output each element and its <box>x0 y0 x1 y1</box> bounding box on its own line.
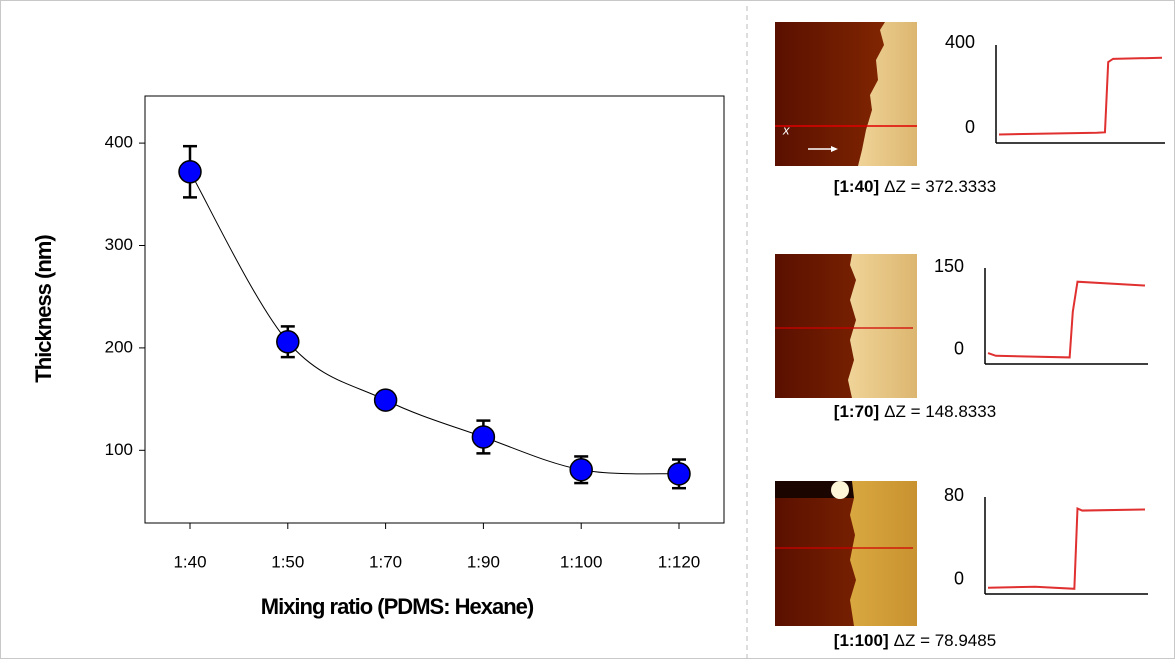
y-tick-label: 300 <box>105 235 133 254</box>
caption-ratio: [1:40] <box>834 177 879 196</box>
caption-ratio: [1:70] <box>834 402 879 421</box>
caption-value: ΔZ = 372.3333 <box>884 177 996 196</box>
figure: x Mixing ratio (PDMS: Hexane) Thickness … <box>0 0 1175 659</box>
caption-ratio: [1:100] <box>834 631 889 650</box>
x-tick-label: 1:40 <box>173 552 206 571</box>
profile-line <box>999 58 1162 135</box>
plot-frame <box>145 96 724 523</box>
afm-image <box>775 254 917 398</box>
y-tick-label: 200 <box>105 337 133 356</box>
y-tick-label: 0 <box>954 568 964 588</box>
y-tick-label: 100 <box>105 440 133 459</box>
caption-value: ΔZ = 148.8333 <box>884 402 996 421</box>
caption: [1:70] ΔZ = 148.8333 <box>834 402 996 421</box>
x-tick-label: 1:100 <box>560 552 603 571</box>
profile-line <box>988 282 1145 358</box>
afm-image <box>775 22 917 166</box>
y-tick-label: 80 <box>944 485 964 505</box>
data-point <box>375 389 397 411</box>
caption: [1:40] ΔZ = 372.3333 <box>834 177 996 196</box>
fit-curve <box>190 172 679 474</box>
data-point <box>668 463 690 485</box>
afm-image <box>775 481 917 626</box>
x-tick-label: 1:90 <box>467 552 500 571</box>
x-axis-title: Mixing ratio (PDMS: Hexane) <box>261 594 534 619</box>
y-tick-label: 0 <box>954 339 964 359</box>
y-tick-label: 400 <box>945 32 975 52</box>
y-axis-title: Thickness (nm) <box>31 235 56 383</box>
data-point <box>570 459 592 481</box>
data-point <box>277 331 299 353</box>
x-tick-label: 1:120 <box>658 552 701 571</box>
data-point <box>179 161 201 183</box>
caption: [1:100] ΔZ = 78.9485 <box>834 631 996 650</box>
data-point <box>472 426 494 448</box>
y-tick-label: 0 <box>965 117 975 137</box>
y-tick-label: 400 <box>105 133 133 152</box>
profile-line <box>988 508 1145 588</box>
x-tick-label: 1:70 <box>369 552 402 571</box>
caption-value: ΔZ = 78.9485 <box>894 631 997 650</box>
y-tick-label: 150 <box>934 256 964 276</box>
x-tick-label: 1:50 <box>271 552 304 571</box>
marker-label: x <box>782 122 790 137</box>
